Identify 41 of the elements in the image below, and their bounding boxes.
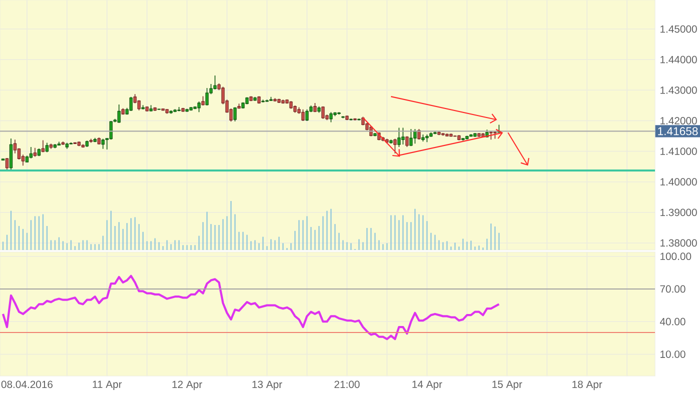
y-tick-label: 1.43000: [660, 86, 697, 94]
candlestick: [233, 106, 237, 122]
candlestick: [9, 138, 13, 170]
y-tick-label: 1.45000: [660, 25, 697, 33]
candlestick: [213, 75, 217, 90]
candlestick: [401, 127, 405, 145]
candlestick: [129, 96, 133, 112]
y-tick-label: 1.42000: [660, 117, 697, 124]
y-tick-label: 1.40000: [660, 178, 697, 186]
candlestick: [117, 104, 121, 124]
candlestick: [137, 100, 141, 111]
candlestick: [305, 109, 309, 122]
y-tick-label: 100.00: [660, 252, 692, 260]
y-tick-label: 10.00: [660, 350, 686, 358]
candlestick: [201, 96, 205, 106]
x-tick-label: 13 Apr: [252, 380, 282, 390]
candlestick: [17, 148, 21, 160]
candlestick: [409, 128, 413, 146]
ref-line-label: 1.41658: [658, 127, 698, 136]
y-tick-label: 1.44000: [660, 56, 697, 64]
y-tick-label: 1.39000: [660, 208, 697, 216]
x-tick-label: 21:00: [334, 380, 360, 388]
candlestick: [393, 138, 397, 154]
y-tick-label: 1.38000: [660, 239, 697, 247]
x-tick-label: 18 Apr: [572, 380, 602, 390]
candlestick: [301, 109, 305, 122]
candlestick: [101, 138, 105, 150]
y-tick-label: 40.00: [660, 318, 686, 326]
y-tick-label: 1.41000: [660, 148, 697, 155]
x-tick-label: 08.04.2016: [1, 380, 53, 388]
candlestick: [397, 127, 401, 148]
x-tick-label: 15 Apr: [492, 380, 522, 390]
x-tick-label: 12 Apr: [172, 380, 202, 390]
candlestick: [321, 106, 325, 120]
candlestick: [205, 88, 209, 106]
y-tick-label: 70.00: [660, 285, 686, 293]
candlestick: [45, 142, 49, 153]
candlestick: [5, 158, 9, 170]
x-tick-label: 14 Apr: [412, 380, 442, 390]
candlestick: [197, 101, 201, 113]
x-tick-label: 11 Apr: [92, 380, 122, 390]
